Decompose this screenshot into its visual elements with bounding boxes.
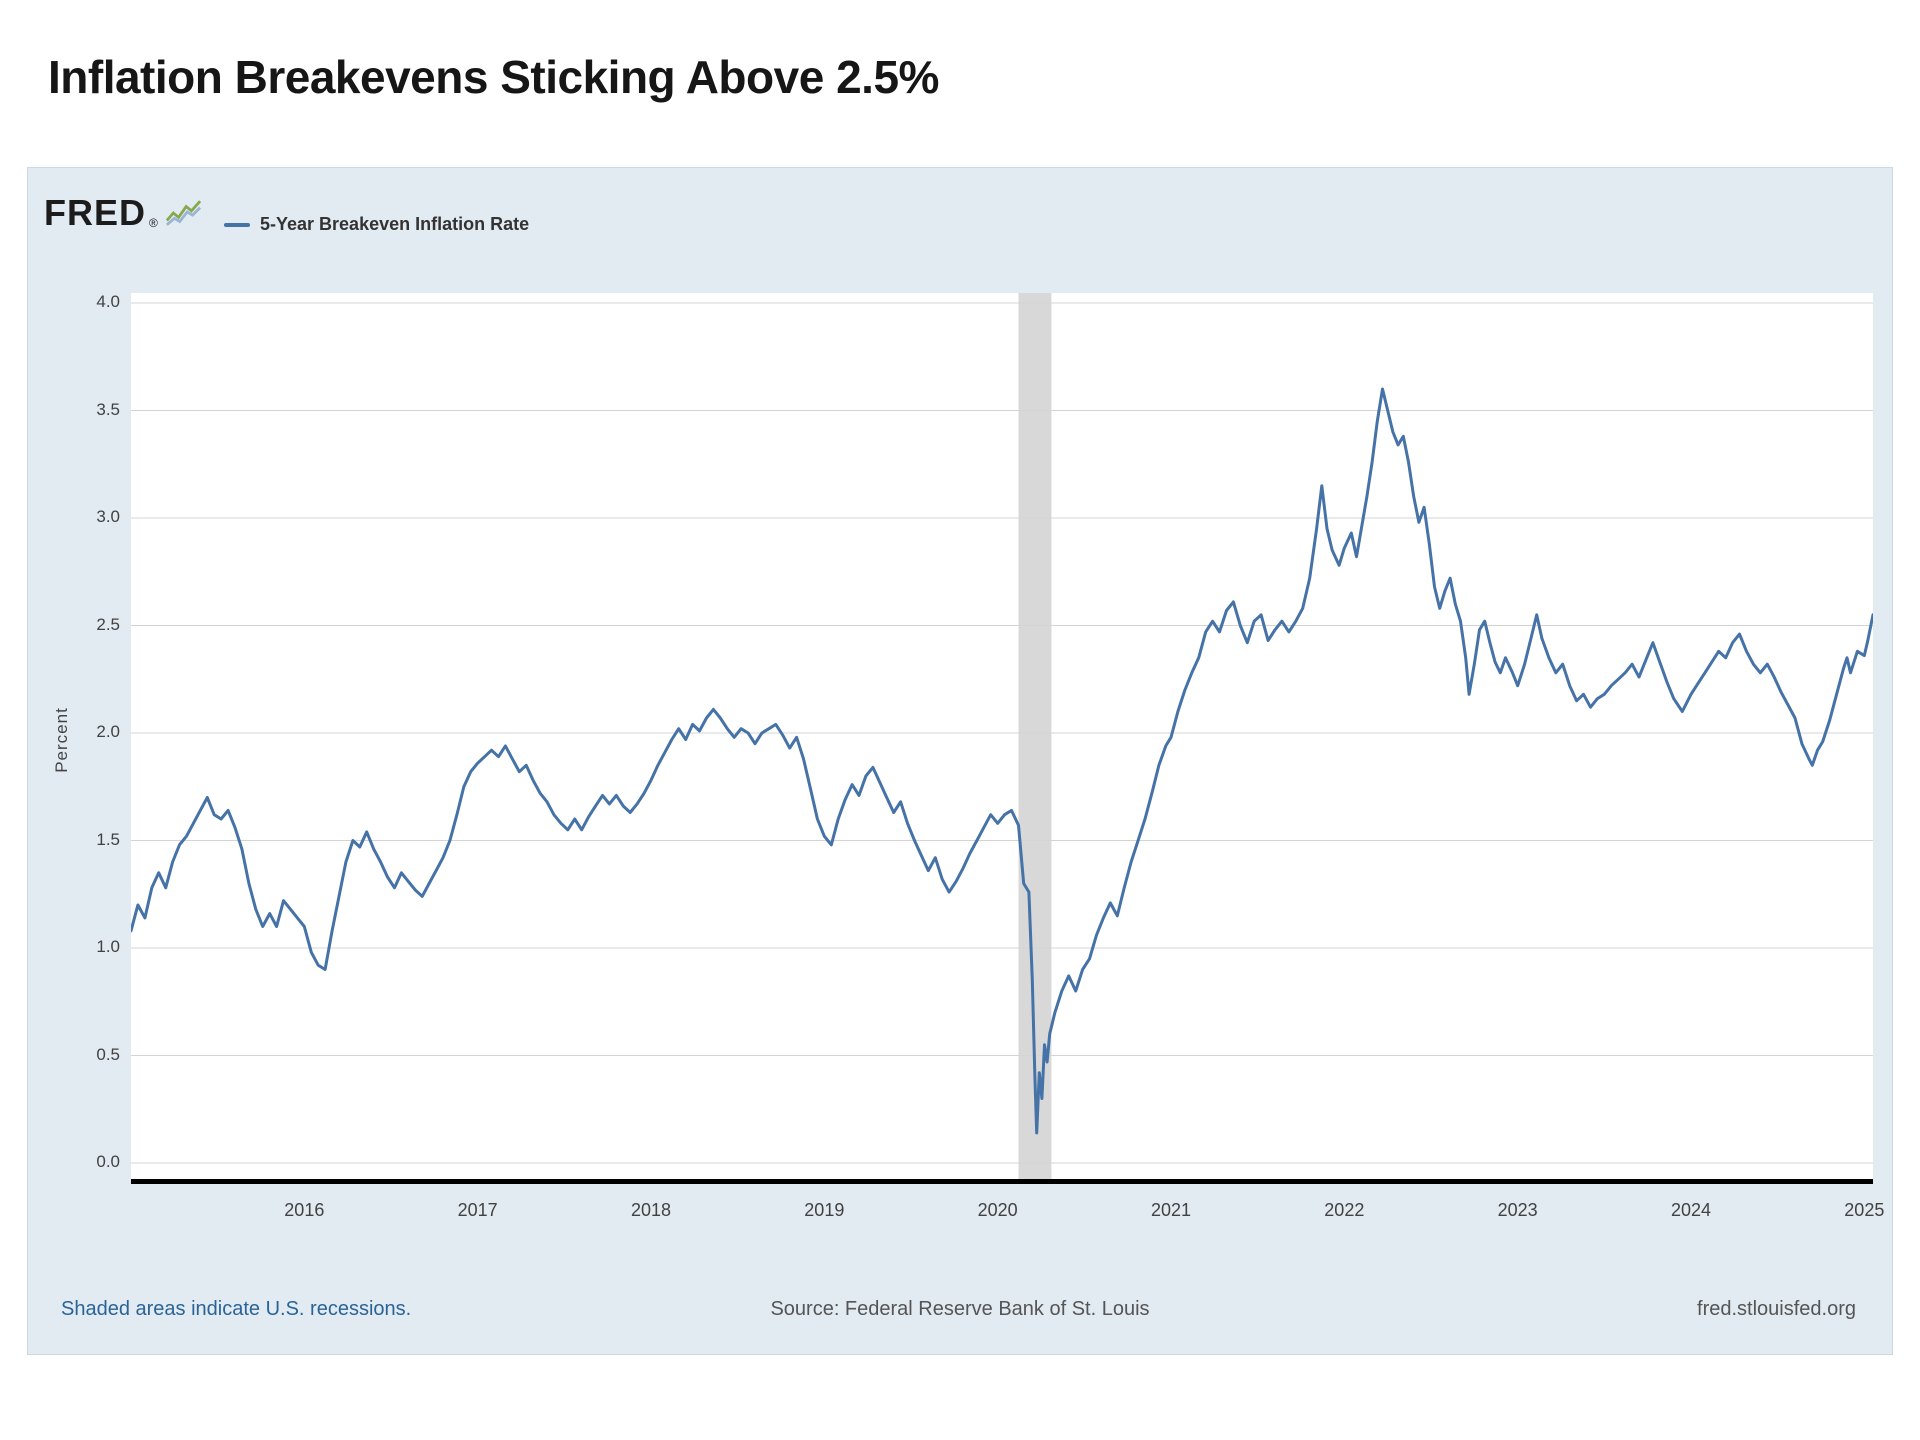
- chart-footer: Shaded areas indicate U.S. recessions. S…: [28, 1298, 1892, 1334]
- y-axis-title: Percent: [52, 707, 71, 773]
- data-line: [131, 387, 1873, 1135]
- y-tick-label: 1.0: [96, 937, 120, 956]
- x-tick-label: 2022: [1324, 1200, 1365, 1220]
- plot-svg: [131, 293, 1873, 1184]
- y-tick-label: 0.0: [96, 1152, 120, 1171]
- registered-mark: ®: [149, 216, 158, 230]
- source-note: Source: Federal Reserve Bank of St. Loui…: [770, 1298, 1150, 1320]
- x-tick-label: 2023: [1497, 1200, 1538, 1220]
- fred-logo: FRED ®: [44, 192, 205, 234]
- page-title: Inflation Breakevens Sticking Above 2.5%: [48, 51, 939, 103]
- legend-line-swatch: [224, 222, 250, 227]
- legend-label: 5-Year Breakeven Inflation Rate: [260, 214, 530, 234]
- y-tick-label: 4.0: [96, 292, 120, 311]
- y-tick-label: 3.5: [96, 399, 120, 419]
- recession-note-link[interactable]: Shaded areas indicate U.S. recessions.: [61, 1298, 412, 1320]
- x-tick-label: 2021: [1150, 1200, 1192, 1220]
- x-tick-label: 2019: [804, 1200, 845, 1220]
- y-tick-label: 2.5: [96, 614, 120, 634]
- fred-chart: FRED ® 5-Year Breakeven Inflation Rate P…: [27, 167, 1893, 1355]
- x-tick-label: 2024: [1670, 1200, 1712, 1220]
- y-tick-label: 1.5: [96, 829, 120, 849]
- fred-sparkline-icon: [165, 200, 201, 226]
- x-tick-label: 2018: [630, 1200, 672, 1220]
- x-tick-label: 2025: [1844, 1200, 1885, 1220]
- legend: 5-Year Breakeven Inflation Rate: [224, 214, 529, 235]
- x-tick-label: 2020: [977, 1200, 1018, 1220]
- y-tick-label: 0.5: [96, 1044, 120, 1064]
- x-tick-label: 2016: [284, 1200, 325, 1220]
- x-tick-label: 2017: [457, 1200, 498, 1220]
- fred-url-link[interactable]: fred.stlouisfed.org: [1697, 1298, 1856, 1320]
- y-tick-label: 3.0: [96, 507, 120, 526]
- x-axis-line: [131, 1179, 1873, 1184]
- plot-background: [131, 293, 1873, 1179]
- fred-logo-text: FRED: [44, 192, 146, 233]
